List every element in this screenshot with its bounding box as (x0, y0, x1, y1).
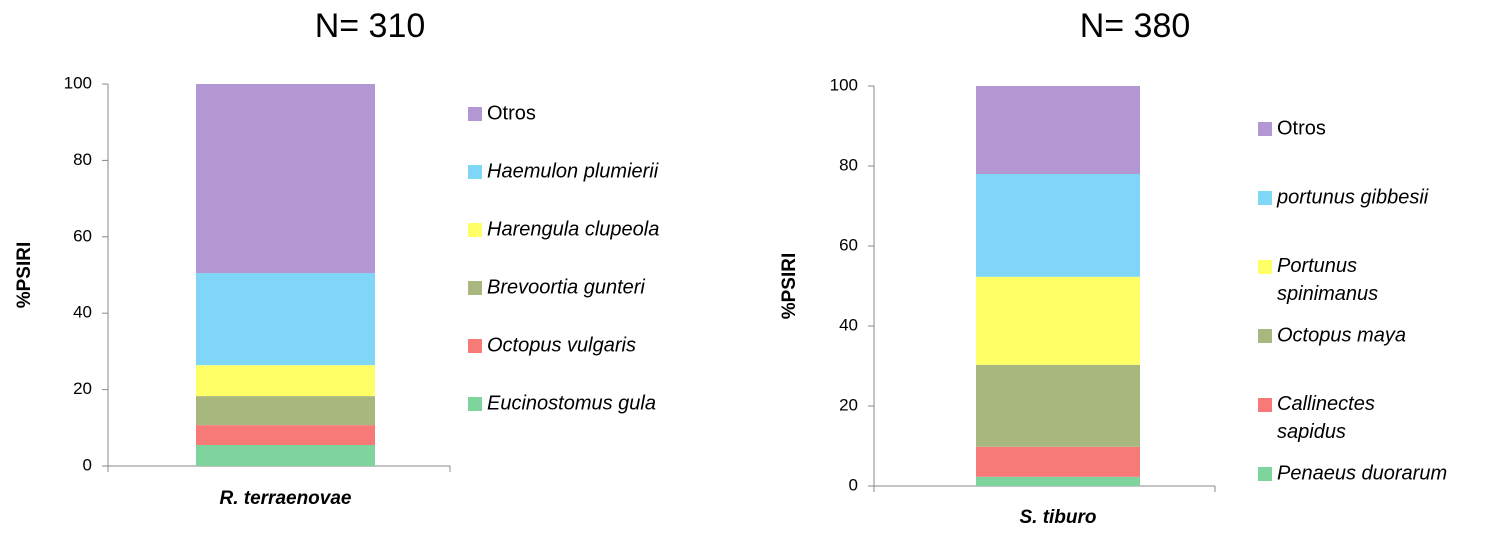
legend-line: Callinectes (1277, 393, 1375, 415)
bar-segment (976, 446, 1140, 477)
legend-swatch (468, 281, 482, 295)
legend-swatch (1258, 467, 1272, 481)
legend-swatch (1258, 398, 1272, 412)
legend-label: Haemulon plumierii (487, 160, 659, 182)
y-tick-label: 0 (83, 455, 92, 474)
x-tick-label: S. tiburo (1019, 507, 1096, 528)
legend-label: Otros (1277, 117, 1326, 139)
x-tick-label: R. terraenovae (219, 488, 351, 509)
y-tick-label: 60 (73, 226, 92, 245)
bar-segment (976, 364, 1140, 447)
bar-segment (976, 276, 1140, 365)
y-tick-label: 100 (830, 75, 858, 94)
bar-segment (976, 174, 1140, 277)
legend-swatch (1258, 191, 1272, 205)
y-tick-label: 80 (839, 155, 858, 174)
legend-swatch (1258, 329, 1272, 343)
y-tick-label: 60 (839, 235, 858, 254)
legend-swatch (468, 339, 482, 353)
legend-label: Portunus spinimanus (1277, 255, 1378, 305)
legend-label: Harengula clupeola (487, 218, 659, 240)
legend-line: spinimanus (1277, 283, 1378, 305)
legend-swatch (468, 107, 482, 121)
bar-segment (196, 365, 375, 397)
bar-segment (196, 84, 375, 274)
legend-label: Penaeus duorarum (1277, 462, 1447, 484)
legend-swatch (468, 165, 482, 179)
legend-swatch (1258, 260, 1272, 274)
y-tick-label: 0 (849, 475, 858, 494)
y-tick-label: 40 (839, 315, 858, 334)
bar-segment (196, 425, 375, 445)
bar-segment (196, 396, 375, 426)
chart-title: N= 380 (1080, 7, 1191, 45)
bar-segment (196, 444, 375, 466)
y-tick-label: 40 (73, 303, 92, 322)
legend-line: sapidus (1277, 421, 1346, 443)
chart-title: N= 310 (315, 7, 426, 45)
legend-label: Callinectes sapidus (1277, 393, 1375, 443)
legend-swatch (468, 397, 482, 411)
bar-segment (976, 86, 1140, 174)
bar-segment (976, 476, 1140, 486)
y-tick-label: 100 (64, 73, 92, 92)
legend-line: Portunus (1277, 255, 1357, 277)
legend-swatch (1258, 122, 1272, 136)
legend-label: Octopus vulgaris (487, 334, 636, 356)
legend-label: Otros (487, 102, 536, 124)
y-tick-label: 20 (73, 379, 92, 398)
legend-label: Brevoortia gunteri (487, 276, 645, 298)
y-axis-label: %PSIRI (779, 253, 800, 320)
bar-segment (196, 273, 375, 366)
y-tick-label: 20 (839, 395, 858, 414)
legend-label: Eucinostomus gula (487, 392, 656, 414)
legend-swatch (468, 223, 482, 237)
y-tick-label: 80 (73, 150, 92, 169)
legend-label: portunus gibbesii (1276, 186, 1429, 208)
legend-label: Octopus maya (1277, 324, 1406, 346)
y-axis-label: %PSIRI (14, 242, 35, 309)
